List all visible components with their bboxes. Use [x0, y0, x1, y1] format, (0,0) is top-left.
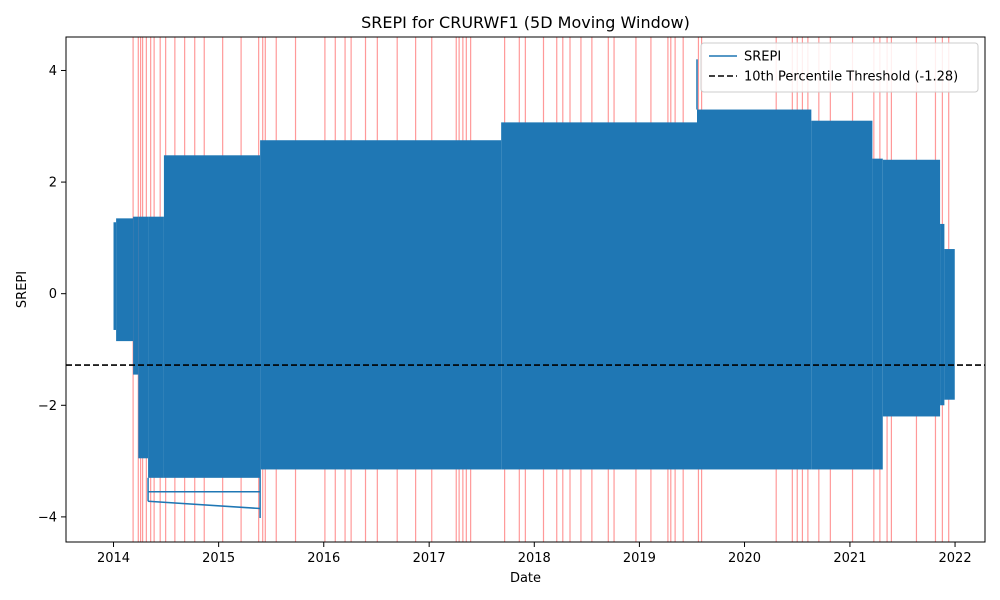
series-band-segment [163, 155, 261, 478]
x-tick-label: 2021 [833, 551, 866, 566]
series-srepi [113, 59, 955, 519]
chart-title: SREPI for CRURWF1 (5D Moving Window) [361, 13, 690, 32]
y-axis-label: SREPI [15, 271, 30, 308]
series-band-segment [148, 216, 164, 478]
y-tick-label: −4 [38, 510, 57, 525]
plot-area [66, 37, 985, 542]
series-band-segment [944, 249, 955, 400]
x-tick-label: 2015 [202, 551, 235, 566]
x-tick-label: 2019 [623, 551, 656, 566]
y-axis: −4 −2 0 2 4 [38, 64, 66, 525]
series-band-segment [697, 109, 812, 470]
x-tick-label: 2020 [728, 551, 761, 566]
legend-threshold-label: 10th Percentile Threshold (-1.28) [744, 70, 958, 85]
y-tick-label: 0 [49, 287, 57, 302]
y-tick-label: 4 [49, 64, 57, 79]
series-band-segment [501, 122, 698, 470]
y-tick-label: −2 [38, 399, 57, 414]
legend: SREPI 10th Percentile Threshold (-1.28) [700, 42, 979, 93]
x-tick-label: 2018 [518, 551, 551, 566]
x-axis-label: Date [510, 571, 541, 586]
series-band-segment [116, 218, 134, 342]
legend-series-label: SREPI [744, 50, 781, 65]
x-tick-label: 2016 [307, 551, 340, 566]
series-band-segment [113, 222, 117, 330]
x-tick-label: 2017 [413, 551, 446, 566]
x-tick-label: 2014 [97, 551, 130, 566]
plot-frame [65, 36, 986, 543]
series-band-segment [882, 159, 941, 417]
series-band-segment [133, 216, 139, 375]
series-band-segment [260, 140, 502, 470]
y-tick-label: 2 [49, 176, 57, 191]
legend-box [700, 42, 979, 93]
series-outlier-segment [148, 500, 261, 510]
series-band-segment [940, 223, 945, 406]
series-band-segment [872, 158, 883, 470]
series-band-segment [811, 120, 873, 470]
x-tick-label: 2022 [939, 551, 972, 566]
series-band-segment [138, 216, 149, 459]
x-axis: 2014 2015 2016 2017 2018 2019 2020 2021 2022 [97, 542, 972, 566]
